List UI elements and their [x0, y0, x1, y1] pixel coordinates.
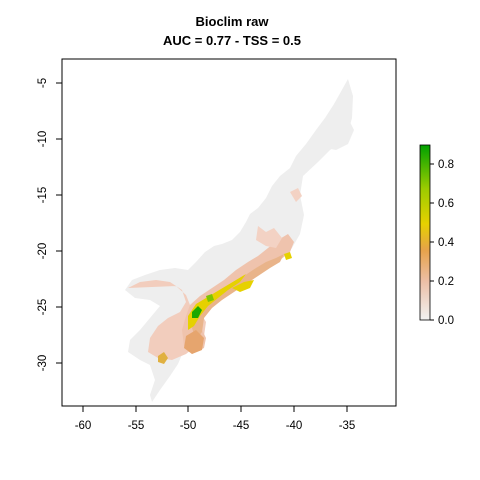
suitability-mid-south: [184, 330, 204, 354]
y-tick-label: -20: [37, 243, 49, 260]
legend-tick-label: 0.4: [438, 237, 455, 249]
legend-color-bar: [419, 144, 431, 321]
x-axis-ticks: [82, 406, 348, 412]
suitability-high-ridge: [188, 274, 246, 330]
legend-tick-label: 0.6: [438, 198, 454, 210]
y-tick-label: -15: [37, 187, 49, 204]
suitability-low-northeast: [290, 188, 302, 202]
study-area-northeast-coast: [326, 118, 354, 150]
x-tick-label: -60: [75, 420, 92, 432]
y-tick-label: -5: [37, 78, 49, 88]
y-tick-label: -25: [37, 299, 49, 316]
x-tick-label: -50: [180, 420, 197, 432]
suitability-peak-core: [192, 306, 202, 318]
suitability-high-spot: [284, 252, 292, 260]
x-tick-label: -45: [233, 420, 250, 432]
x-tick-label: -35: [339, 420, 356, 432]
color-legend: 0.0 0.2 0.4 0.6 0.8: [419, 144, 455, 327]
y-tick-label: -10: [37, 131, 49, 148]
suitability-mid-coastal: [192, 254, 284, 340]
legend-tick-label: 0.0: [438, 315, 454, 327]
y-axis: -5 -10 -15 -20 -25 -30: [37, 78, 63, 372]
y-tick-label: -30: [37, 355, 49, 372]
map-title: Bioclim raw: [196, 14, 270, 29]
map-subtitle: AUC = 0.77 - TSS = 0.5: [163, 33, 301, 48]
legend-tick-label: 0.8: [438, 159, 454, 171]
suitability-low-north: [256, 226, 282, 248]
x-tick-label: -40: [286, 420, 303, 432]
x-axis: -60 -55 -50 -45 -40 -35: [75, 405, 356, 432]
suitability-peak-spot: [206, 294, 214, 302]
suitability-mid-islet: [158, 352, 168, 364]
map-plot-area: [61, 58, 397, 407]
legend-tick-label: 0.2: [438, 276, 454, 288]
x-tick-label: -55: [128, 420, 145, 432]
suitability-high-ridge-east: [232, 280, 254, 292]
